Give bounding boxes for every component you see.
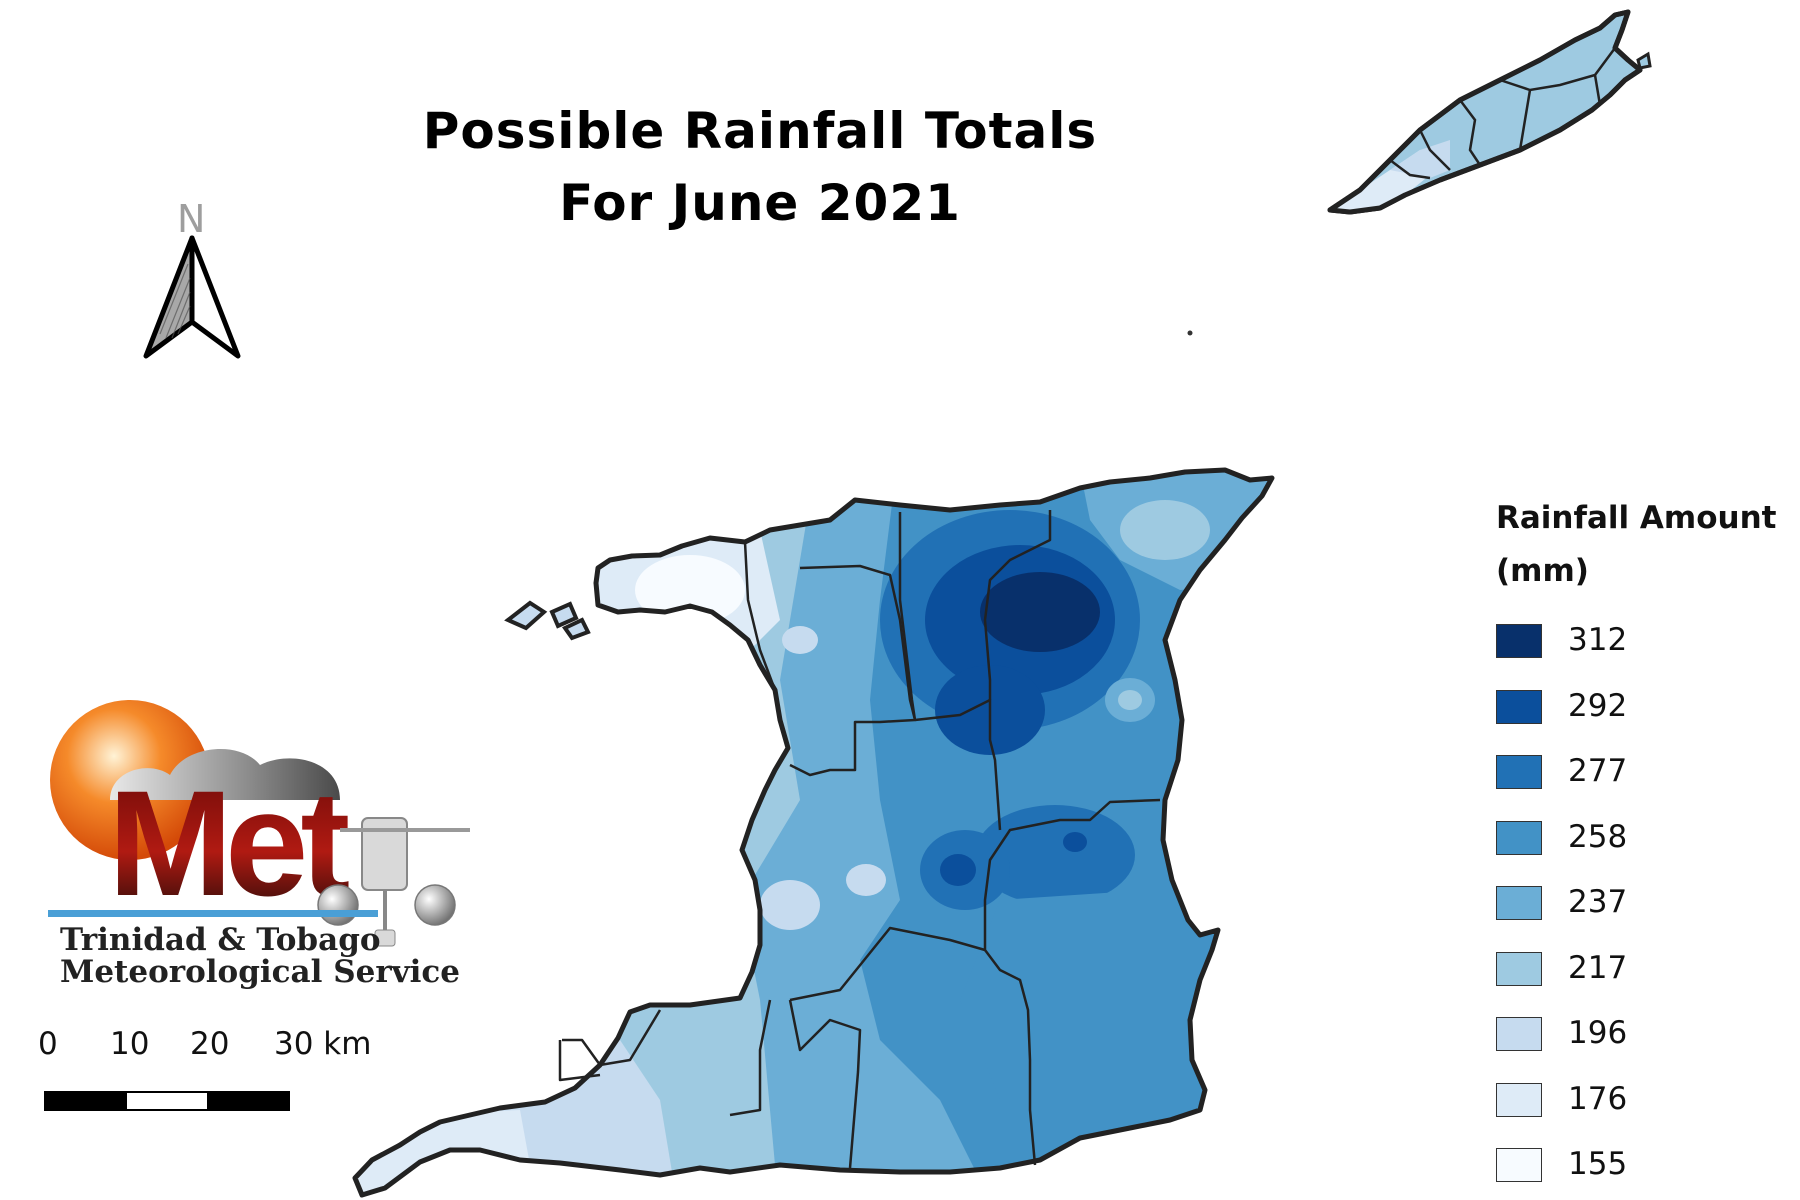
legend-title-line2: (mm): [1496, 553, 1589, 589]
scale-label-10: 10: [110, 1026, 150, 1062]
legend-item-176: 176: [1496, 1080, 1756, 1121]
logo-wordmark: Met: [108, 759, 349, 927]
scale-bar-track: [44, 1091, 290, 1111]
legend-label-196: 196: [1568, 1015, 1628, 1051]
legend-swatch-277: [1496, 755, 1542, 789]
legend-label-217: 217: [1568, 949, 1628, 986]
legend-label-176: 176: [1568, 1080, 1628, 1117]
map-title-line1: Possible Rainfall Totals: [422, 102, 1098, 160]
logo-org-line2: Meteorological Service: [60, 954, 461, 990]
logo-org-line1: Trinidad & Tobago: [60, 922, 381, 958]
legend-item-292: 292: [1496, 687, 1756, 728]
scale-seg-3: [207, 1093, 288, 1109]
scale-bar: 0 10 20 30 km: [38, 1026, 378, 1126]
legend-swatch-312: [1496, 624, 1542, 658]
scale-label-20: 20: [190, 1026, 230, 1062]
legend-swatch-292: [1496, 689, 1542, 724]
map-title-line2: For June 2021: [559, 174, 961, 232]
legend-item-312: 312: [1496, 622, 1756, 662]
legend-title-line1: Rainfall Amount: [1496, 500, 1777, 536]
map-title: Possible Rainfall Totals For June 2021: [380, 95, 1140, 239]
legend-swatch-217: [1496, 951, 1542, 986]
legend-label-312: 312: [1568, 622, 1628, 658]
legend: Rainfall Amount (mm) 312 292 277 258 237 217 1…: [1496, 492, 1786, 1182]
legend-label-292: 292: [1568, 687, 1628, 724]
legend-swatch-176: [1496, 1082, 1542, 1117]
scale-seg-1: [46, 1093, 127, 1109]
legend-item-217: 217: [1496, 949, 1756, 990]
legend-swatch-196: [1496, 1017, 1542, 1051]
north-letter: N: [177, 197, 206, 241]
met-service-logo: Met: [50, 700, 470, 947]
legend-label-155: 155: [1568, 1146, 1628, 1182]
legend-label-258: 258: [1568, 818, 1628, 855]
legend-item-258: 258: [1496, 818, 1756, 859]
legend-item-237: 237: [1496, 884, 1756, 924]
legend-swatch-237: [1496, 886, 1542, 920]
legend-item-277: 277: [1496, 753, 1756, 793]
legend-swatch-258: [1496, 820, 1542, 855]
scale-label-30: 30 km: [274, 1026, 372, 1062]
scale-label-0: 0: [38, 1026, 58, 1062]
legend-swatch-155: [1496, 1148, 1542, 1182]
legend-item-196: 196: [1496, 1015, 1756, 1055]
scale-seg-2: [126, 1093, 208, 1109]
legend-label-277: 277: [1568, 753, 1628, 789]
legend-item-155: 155: [1496, 1146, 1756, 1186]
logo-rule: [48, 910, 378, 917]
legend-label-237: 237: [1568, 884, 1628, 920]
north-arrow-icon: [143, 235, 241, 359]
